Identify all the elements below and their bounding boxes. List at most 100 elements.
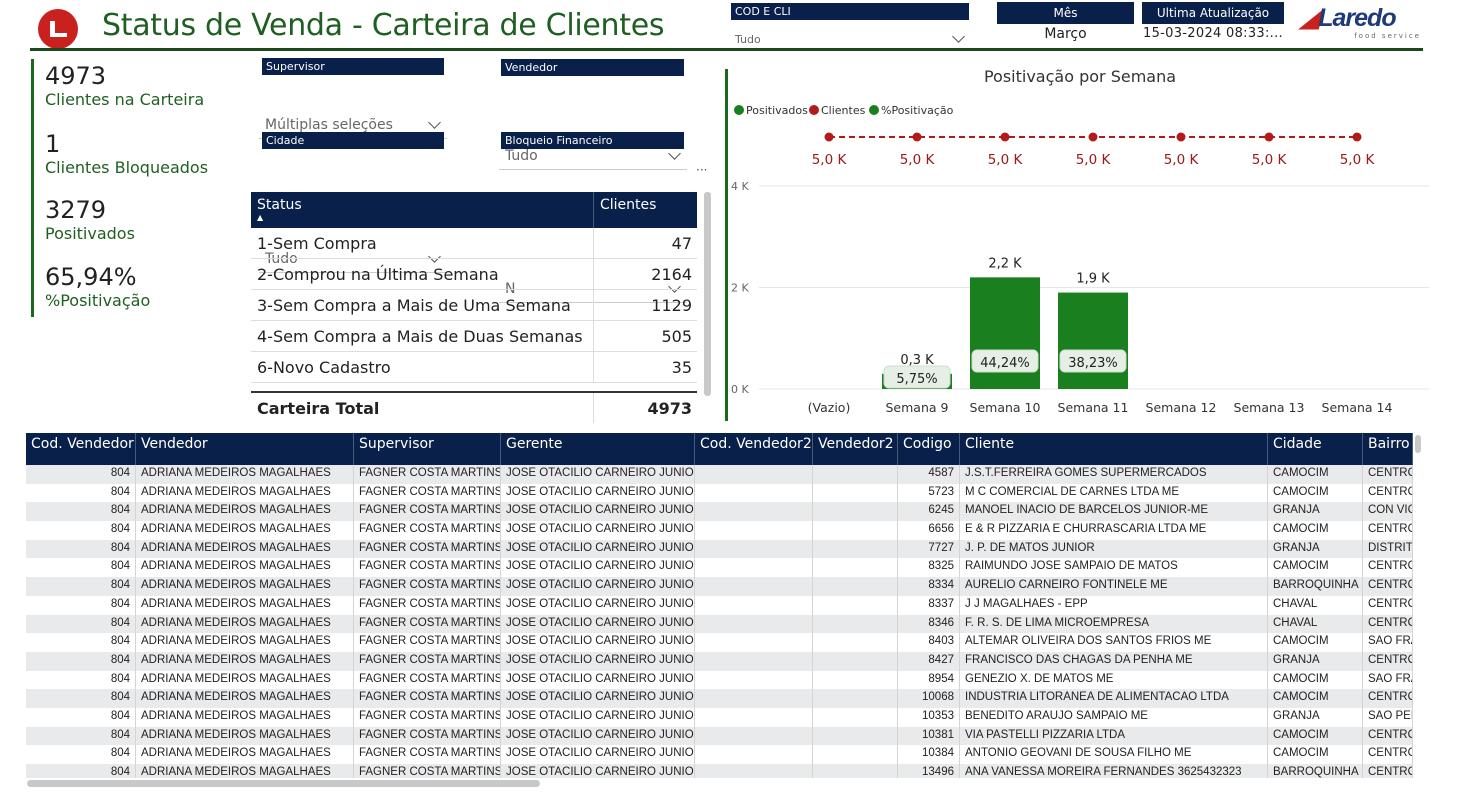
bar-value-label: 1,9 K bbox=[1076, 272, 1110, 287]
chart-svg: Positivação por Semana Positivados Cliente… bbox=[731, 67, 1429, 415]
table-cell: 804 bbox=[26, 521, 136, 540]
status-row[interactable]: 2-Comprou na Última Semana 2164 bbox=[251, 259, 697, 290]
table-cell: JOSE OTACILIO CARNEIRO JUNIOR bbox=[501, 651, 695, 671]
update-label: Ultima Atualização bbox=[1142, 2, 1284, 24]
table-cell: 804 bbox=[26, 465, 136, 484]
table-cell bbox=[695, 521, 813, 540]
table-cell bbox=[813, 483, 898, 503]
table-row[interactable]: 804 ADRIANA MEDEIROS MAGALHAES FAGNER COST… bbox=[26, 465, 1413, 484]
status-total-row: Carteira Total 4973 bbox=[251, 391, 697, 423]
status-row[interactable]: 4-Sem Compra a Mais de Duas Semanas 505 bbox=[251, 321, 697, 352]
table-cell: ADRIANA MEDEIROS MAGALHAES bbox=[136, 465, 354, 484]
table-cell: FAGNER COSTA MARTINS bbox=[354, 502, 501, 522]
table-cell: GRANJA bbox=[1268, 651, 1363, 671]
table-cell bbox=[813, 707, 898, 727]
table-row[interactable]: 804 ADRIANA MEDEIROS MAGALHAES FAGNER COST… bbox=[26, 651, 1413, 671]
col-header[interactable]: Cod. Vendedor bbox=[26, 433, 136, 465]
table-cell: 804 bbox=[26, 726, 136, 746]
table-cell: GRANJA bbox=[1268, 539, 1363, 559]
table-row[interactable]: 804 ADRIANA MEDEIROS MAGALHAES FAGNER COST… bbox=[26, 577, 1413, 596]
status-table-scrollbar[interactable] bbox=[704, 192, 711, 396]
kpi-value: 65,94% bbox=[45, 263, 137, 291]
table-cell: CENTRO bbox=[1363, 465, 1413, 484]
table-cell bbox=[695, 726, 813, 746]
table-cell bbox=[695, 633, 813, 652]
table-row[interactable]: 804 ADRIANA MEDEIROS MAGALHAES FAGNER COST… bbox=[26, 764, 1413, 778]
table-cell: 804 bbox=[26, 483, 136, 503]
status-row[interactable]: 3-Sem Compra a Mais de Uma Semana 1129 bbox=[251, 290, 697, 321]
clientes-point bbox=[1000, 132, 1010, 142]
table-row[interactable]: 804 ADRIANA MEDEIROS MAGALHAES FAGNER COST… bbox=[26, 670, 1413, 690]
table-row[interactable]: 804 ADRIANA MEDEIROS MAGALHAES FAGNER COST… bbox=[26, 539, 1413, 559]
table-cell bbox=[695, 558, 813, 578]
positivacao-chart: Positivação por Semana Positivados Cliente… bbox=[729, 60, 1429, 425]
table-cell: CAMOCIM bbox=[1268, 521, 1363, 540]
detail-vertical-scrollbar[interactable] bbox=[1415, 435, 1421, 453]
kpi-label: Clientes na Carteira bbox=[45, 90, 205, 109]
col-header[interactable]: Vendedor2 bbox=[813, 433, 898, 465]
table-cell: 10068 bbox=[898, 689, 960, 708]
bloqueio-label: Bloqueio Financeiro bbox=[501, 132, 684, 149]
col-header[interactable]: Cidade bbox=[1268, 433, 1363, 465]
table-cell: CHAVAL bbox=[1268, 614, 1363, 634]
table-row[interactable]: 804 ADRIANA MEDEIROS MAGALHAES FAGNER COST… bbox=[26, 502, 1413, 522]
col-header[interactable]: Supervisor bbox=[354, 433, 501, 465]
cidade-dropdown[interactable]: Tudo bbox=[259, 243, 447, 273]
cod-cli-dropdown[interactable]: Tudo bbox=[731, 22, 971, 49]
table-cell: 804 bbox=[26, 595, 136, 615]
kpi-label: Positivados bbox=[45, 224, 135, 243]
table-cell: RAIMUNDO JOSE SAMPAIO DE MATOS bbox=[960, 558, 1268, 578]
table-cell: FAGNER COSTA MARTINS bbox=[354, 465, 501, 484]
table-cell bbox=[813, 502, 898, 522]
status-row[interactable]: 1-Sem Compra 47 bbox=[251, 228, 697, 259]
table-row[interactable]: 804 ADRIANA MEDEIROS MAGALHAES FAGNER COST… bbox=[26, 726, 1413, 746]
table-cell: JOSE OTACILIO CARNEIRO JUNIOR bbox=[501, 595, 695, 615]
col-header[interactable]: Codigo bbox=[898, 433, 960, 465]
table-row[interactable]: 804 ADRIANA MEDEIROS MAGALHAES FAGNER COST… bbox=[26, 595, 1413, 615]
table-cell: ADRIANA MEDEIROS MAGALHAES bbox=[136, 689, 354, 708]
table-cell: CAMOCIM bbox=[1268, 465, 1363, 484]
brand-mark-icon: ◢ bbox=[1300, 4, 1319, 32]
table-cell: SAO FRA bbox=[1363, 670, 1413, 690]
x-tick-label: Semana 9 bbox=[886, 400, 949, 415]
table-cell: ALTEMAR OLIVEIRA DOS SANTOS FRIOS ME bbox=[960, 633, 1268, 652]
table-cell: CENTRO bbox=[1363, 558, 1413, 578]
table-cell bbox=[813, 595, 898, 615]
detail-horizontal-scrollbar[interactable] bbox=[27, 780, 540, 787]
status-row[interactable]: 6-Novo Cadastro 35 bbox=[251, 352, 697, 383]
col-clientes-header[interactable]: Clientes bbox=[600, 197, 657, 213]
table-cell bbox=[695, 764, 813, 778]
col-header[interactable]: Cliente bbox=[960, 433, 1268, 465]
table-cell: VIA PASTELLI PIZZARIA LTDA bbox=[960, 726, 1268, 746]
vendedor-dropdown[interactable]: Tudo bbox=[499, 140, 687, 170]
table-cell bbox=[813, 726, 898, 746]
table-row[interactable]: 804 ADRIANA MEDEIROS MAGALHAES FAGNER COST… bbox=[26, 521, 1413, 540]
table-cell: ADRIANA MEDEIROS MAGALHAES bbox=[136, 726, 354, 746]
clientes-cell: 35 bbox=[671, 357, 692, 377]
table-cell: DISTRITO bbox=[1363, 539, 1413, 559]
more-options-icon[interactable]: ··· bbox=[696, 163, 708, 177]
table-cell bbox=[695, 651, 813, 671]
col-header[interactable]: Gerente bbox=[501, 433, 695, 465]
table-row[interactable]: 804 ADRIANA MEDEIROS MAGALHAES FAGNER COST… bbox=[26, 633, 1413, 652]
table-cell: FAGNER COSTA MARTINS bbox=[354, 633, 501, 652]
col-header[interactable]: Vendedor bbox=[136, 433, 354, 465]
col-header[interactable]: Bairro bbox=[1363, 433, 1413, 465]
table-cell: 804 bbox=[26, 633, 136, 652]
table-row[interactable]: 804 ADRIANA MEDEIROS MAGALHAES FAGNER COST… bbox=[26, 707, 1413, 727]
table-cell: CENTRO bbox=[1363, 614, 1413, 634]
table-row[interactable]: 804 ADRIANA MEDEIROS MAGALHAES FAGNER COST… bbox=[26, 745, 1413, 764]
table-cell: JOSE OTACILIO CARNEIRO JUNIOR bbox=[501, 558, 695, 578]
table-cell: CENTRO bbox=[1363, 483, 1413, 503]
table-cell: JOSE OTACILIO CARNEIRO JUNIOR bbox=[501, 614, 695, 634]
col-status-header[interactable]: Status ▲ bbox=[251, 192, 594, 228]
table-row[interactable]: 804 ADRIANA MEDEIROS MAGALHAES FAGNER COST… bbox=[26, 483, 1413, 503]
col-header[interactable]: Cod. Vendedor2 bbox=[695, 433, 813, 465]
table-row[interactable]: 804 ADRIANA MEDEIROS MAGALHAES FAGNER COST… bbox=[26, 558, 1413, 578]
update-value: 15-03-2024 08:33:... bbox=[1143, 26, 1283, 41]
table-row[interactable]: 804 ADRIANA MEDEIROS MAGALHAES FAGNER COST… bbox=[26, 614, 1413, 634]
table-cell: ADRIANA MEDEIROS MAGALHAES bbox=[136, 614, 354, 634]
table-cell: FAGNER COSTA MARTINS bbox=[354, 521, 501, 540]
table-cell: 804 bbox=[26, 689, 136, 708]
table-row[interactable]: 804 ADRIANA MEDEIROS MAGALHAES FAGNER COST… bbox=[26, 689, 1413, 708]
